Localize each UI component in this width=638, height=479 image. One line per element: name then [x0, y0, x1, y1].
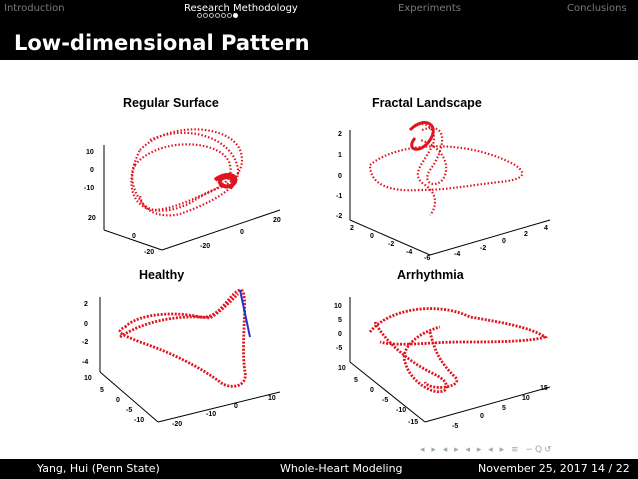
footer-date: November 25, 2017 [478, 462, 588, 475]
xtick: -10 [134, 417, 144, 424]
trajectory-curve [131, 143, 232, 212]
trajectory-curve [419, 127, 448, 186]
footer-title: Whole-Heart Modeling [280, 462, 403, 475]
plot-regular-surface: 10 0 -10 20 0 -20 -20 0 20 [84, 128, 281, 256]
ytick: 10 [268, 395, 276, 402]
xtick: 5 [354, 377, 358, 384]
trajectory-curve [373, 321, 448, 394]
xtick: 10 [84, 375, 92, 382]
beamer-navigation-symbols[interactable]: ◂ ▸ ◂ ▸ ◂ ▸ ◂ ▸ ≡ ∽Q↺ [420, 445, 554, 455]
ytick: 0 [240, 229, 244, 236]
xtick: 5 [100, 387, 104, 394]
xtick: 0 [370, 233, 374, 240]
ytick: 10 [522, 395, 530, 402]
ytick: -4 [454, 251, 460, 258]
ztick: 0 [338, 173, 342, 180]
xtick: -4 [406, 249, 412, 256]
footer-bar: Yang, Hui (Penn State) Whole-Heart Model… [0, 459, 638, 479]
ztick: 0 [84, 321, 88, 328]
ytick: -2 [480, 245, 486, 252]
xtick: 0 [132, 233, 136, 240]
plot-title-fractal-landscape: Fractal Landscape [372, 96, 482, 110]
ytick: 0 [502, 238, 506, 245]
footer-author: Yang, Hui (Penn State) [37, 462, 160, 475]
ztick: 10 [86, 149, 94, 156]
ztick: 2 [84, 301, 88, 308]
ytick: 20 [273, 217, 281, 224]
xtick: 2 [350, 225, 354, 232]
nav-conclusions[interactable]: Conclusions [567, 3, 627, 14]
trajectory-curve [119, 293, 239, 339]
ytick: 4 [544, 225, 548, 232]
xtick: 0 [116, 397, 120, 404]
plot-title-arrhythmia: Arrhythmia [397, 268, 464, 282]
progress-dot[interactable] [221, 13, 226, 18]
nav-introduction[interactable]: Introduction [4, 3, 65, 14]
trajectory-curve [118, 288, 247, 388]
xtick: -15 [408, 419, 418, 426]
trajectory-curve [423, 331, 459, 389]
ytick: 0 [480, 413, 484, 420]
ztick: -2 [336, 213, 342, 220]
xtick: -10 [396, 407, 406, 414]
ytick: 0 [234, 403, 238, 410]
ytick: 2 [524, 231, 528, 238]
ytick: -10 [206, 411, 216, 418]
trajectory-curve [138, 131, 240, 217]
trajectory-curve [368, 145, 524, 192]
ztick: 0 [338, 331, 342, 338]
plot-arrhythmia: 10 5 0 -5 10 5 0 -5 -10 -15 -5 0 5 10 15 [334, 297, 551, 430]
nav-experiments[interactable]: Experiments [398, 3, 461, 14]
progress-dot[interactable] [227, 13, 232, 18]
trajectory-curve [130, 128, 243, 212]
xtick: -2 [388, 241, 394, 248]
ztick: -5 [336, 345, 342, 352]
ytick: 15 [540, 385, 548, 392]
plot-healthy: 2 0 -2 -4 10 5 0 -5 -10 -20 -10 0 10 [82, 288, 281, 428]
trajectory-knot [408, 121, 435, 151]
xtick: -6 [424, 255, 430, 262]
ytick: -20 [172, 421, 182, 428]
plot-title-healthy: Healthy [139, 268, 185, 282]
ztick: -4 [82, 359, 88, 366]
ztick: 0 [90, 167, 94, 174]
xtick: -20 [144, 249, 154, 256]
title-bar: Low-dimensional Pattern [0, 22, 638, 60]
ztick: -1 [336, 193, 342, 200]
trajectory-blue-segment [239, 289, 251, 338]
xtick: 0 [370, 387, 374, 394]
progress-dot[interactable] [209, 13, 214, 18]
progress-dot[interactable] [203, 13, 208, 18]
section-navigation: Introduction Research Methodology Experi… [0, 0, 638, 22]
trajectory-knot [213, 173, 238, 190]
footer-page-number: 14 / 22 [591, 462, 630, 475]
xtick: -5 [126, 407, 132, 414]
ztick: 2 [338, 131, 342, 138]
xtick: -5 [382, 397, 388, 404]
trajectory-curve [368, 307, 549, 346]
ztick: 5 [338, 317, 342, 324]
ytick: 5 [502, 405, 506, 412]
xtick: 20 [88, 215, 96, 222]
xtick: 10 [338, 365, 346, 372]
ztick: -2 [82, 339, 88, 346]
ztick: 10 [334, 303, 342, 310]
progress-dot[interactable] [233, 13, 238, 18]
ztick: -10 [84, 185, 94, 192]
progress-dot[interactable] [197, 13, 202, 18]
slide-title: Low-dimensional Pattern [14, 31, 310, 55]
progress-dots[interactable] [197, 13, 238, 21]
progress-dot[interactable] [215, 13, 220, 18]
plot-fractal-landscape: 2 1 0 -1 -2 2 0 -2 -4 -6 -4 -2 0 2 4 [336, 121, 551, 262]
plot-title-regular-surface: Regular Surface [123, 96, 219, 110]
ytick: -20 [200, 243, 210, 250]
ytick: -5 [452, 423, 458, 430]
nav-research-methodology[interactable]: Research Methodology [184, 3, 298, 14]
ztick: 1 [338, 152, 342, 159]
